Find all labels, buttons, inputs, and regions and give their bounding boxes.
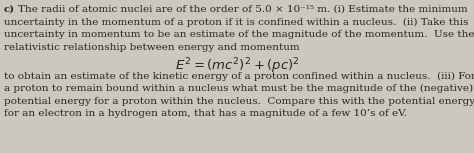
Text: $E^2 = (mc^2)^2 + (pc)^2$: $E^2 = (mc^2)^2 + (pc)^2$: [174, 56, 300, 76]
Text: uncertainty in the momentum of a proton if it is confined within a nucleus.  (ii: uncertainty in the momentum of a proton …: [4, 17, 468, 27]
Text: The radii of atomic nuclei are of the order of 5.0 × 10⁻¹⁵ m. (i) Estimate the m: The radii of atomic nuclei are of the or…: [18, 5, 468, 14]
Text: potential energy for a proton within the nucleus.  Compare this with the potenti: potential energy for a proton within the…: [4, 97, 474, 106]
Text: relativistic relationship between energy and momentum: relativistic relationship between energy…: [4, 43, 300, 52]
Text: uncertainty in momentum to be an estimate of the magnitude of the momentum.  Use: uncertainty in momentum to be an estimat…: [4, 30, 474, 39]
Text: to obtain an estimate of the kinetic energy of a proton confined within a nucleu: to obtain an estimate of the kinetic ene…: [4, 71, 474, 81]
Text: for an electron in a hydrogen atom, that has a magnitude of a few 10’s of eV.: for an electron in a hydrogen atom, that…: [4, 109, 407, 118]
Text: a proton to remain bound within a nucleus what must be the magnitude of the (neg: a proton to remain bound within a nucleu…: [4, 84, 473, 93]
Text: c): c): [4, 5, 15, 14]
